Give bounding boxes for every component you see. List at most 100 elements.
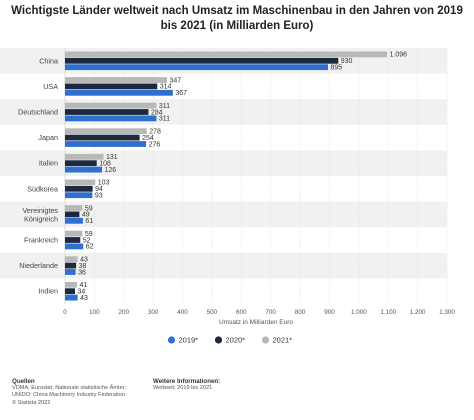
legend-swatch (167, 336, 176, 344)
info-block: Weitere Informationen: Weltweit; 2019 bi… (153, 378, 293, 392)
data-label: 311 (159, 116, 170, 123)
data-label: 62 (86, 244, 94, 251)
bar (65, 243, 84, 250)
data-label: 93 (95, 193, 103, 200)
data-label: 59 (85, 205, 93, 212)
data-label: 61 (85, 218, 93, 225)
x-tick-label: 1.100 (380, 309, 396, 316)
bar (65, 109, 149, 115)
bar (65, 217, 83, 224)
data-label: 126 (105, 167, 117, 174)
x-tick-label: 800 (295, 309, 306, 316)
category-label: Indien (38, 287, 58, 296)
data-label: 43 (80, 257, 88, 264)
bar (65, 166, 103, 173)
bar (65, 256, 78, 263)
bar (65, 89, 173, 96)
x-axis-title: Umsatz in Milliarden Euro (219, 319, 293, 326)
bar (65, 153, 104, 160)
category-label: Vereinigtes (22, 206, 58, 215)
category-labels: China USA Deutschland Japan Italien Südkorea V… (18, 56, 58, 295)
x-tick-label: 1.300 (439, 309, 455, 316)
data-label: 43 (80, 295, 88, 302)
bar (65, 134, 140, 141)
data-label: 254 (142, 135, 154, 142)
data-label: 276 (149, 141, 161, 148)
x-tick-label: 400 (177, 309, 188, 316)
sources-line: VDMA; Eurostat; Nationale statistische Ä… (12, 385, 127, 392)
legend-swatch (214, 336, 223, 344)
x-tick-label: 200 (119, 309, 130, 316)
data-label: 311 (159, 103, 170, 110)
bar (65, 230, 83, 237)
category-label: China (39, 56, 58, 65)
info-line: Weltweit; 2019 bis 2021 (153, 385, 213, 392)
x-tick-label: 1.000 (351, 309, 367, 316)
data-label: 278 (149, 129, 161, 136)
bar (65, 281, 78, 288)
bar (65, 57, 339, 64)
bar (65, 269, 76, 275)
category-label: Deutschland (18, 108, 58, 117)
bar (65, 237, 81, 243)
x-tick-label: 1.200 (410, 309, 426, 316)
chart-title: Wichtigste Länder weltweit nach Umsatz i… (11, 5, 463, 32)
data-label: 94 (95, 186, 103, 193)
data-label: 347 (169, 77, 181, 84)
data-label: 930 (341, 58, 353, 65)
bar (65, 262, 77, 269)
category-label: Südkorea (27, 184, 58, 193)
category-label: Königreich (24, 214, 58, 223)
data-label: 36 (78, 269, 86, 276)
bar-chart: 1.09693089534731436731128431127825427613… (0, 48, 455, 345)
bar (65, 185, 93, 192)
x-tick-labels: 0 100 200 300 400 500 600 700 800 900 1.000 1.100 1.… (63, 309, 455, 316)
bar (65, 211, 80, 218)
x-tick-label: 100 (89, 309, 100, 316)
bar (65, 192, 93, 199)
x-tick-label: 500 (207, 309, 218, 316)
data-label: 108 (99, 161, 111, 168)
data-label: 284 (151, 109, 163, 116)
bar (65, 160, 97, 167)
data-label: 1.096 (390, 52, 408, 59)
bar (65, 141, 147, 147)
bar (65, 51, 388, 58)
bar (65, 115, 157, 122)
bar (65, 102, 157, 109)
bar (65, 288, 75, 295)
legend: 2019* 2020* 2021* (167, 336, 293, 345)
x-tick-label: 300 (148, 309, 159, 316)
category-label: Italien (39, 159, 58, 168)
data-label: 49 (82, 212, 90, 219)
category-label: Japan (38, 133, 58, 142)
x-tick-label: 700 (265, 309, 276, 316)
data-label: 34 (77, 289, 85, 296)
data-label: 103 (98, 180, 110, 187)
data-label: 895 (330, 65, 342, 72)
x-tick-label: 600 (236, 309, 247, 316)
category-label: Niederlande (19, 261, 58, 270)
sources-line: UNIDO; China Machinery Industry Federati… (12, 392, 125, 399)
data-label: 52 (83, 237, 91, 244)
legend-label: 2021* (273, 336, 293, 345)
legend-label: 2019* (179, 336, 199, 345)
x-tick-label: 0 (63, 309, 67, 316)
bar (65, 83, 158, 90)
data-label: 38 (79, 263, 87, 270)
bar (65, 179, 96, 186)
bar (65, 294, 78, 301)
category-label: USA (43, 82, 58, 91)
legend-label: 2020* (226, 336, 246, 345)
data-label: 367 (175, 90, 187, 97)
bar (65, 205, 83, 211)
bar (65, 77, 167, 83)
bar (65, 64, 328, 71)
legend-swatch (261, 336, 270, 344)
data-label: 41 (80, 282, 88, 289)
data-label: 59 (85, 231, 93, 238)
copyright-line: © Statista 2022 (12, 399, 51, 406)
sources-heading: Quellen (12, 378, 35, 385)
bar (65, 128, 147, 135)
